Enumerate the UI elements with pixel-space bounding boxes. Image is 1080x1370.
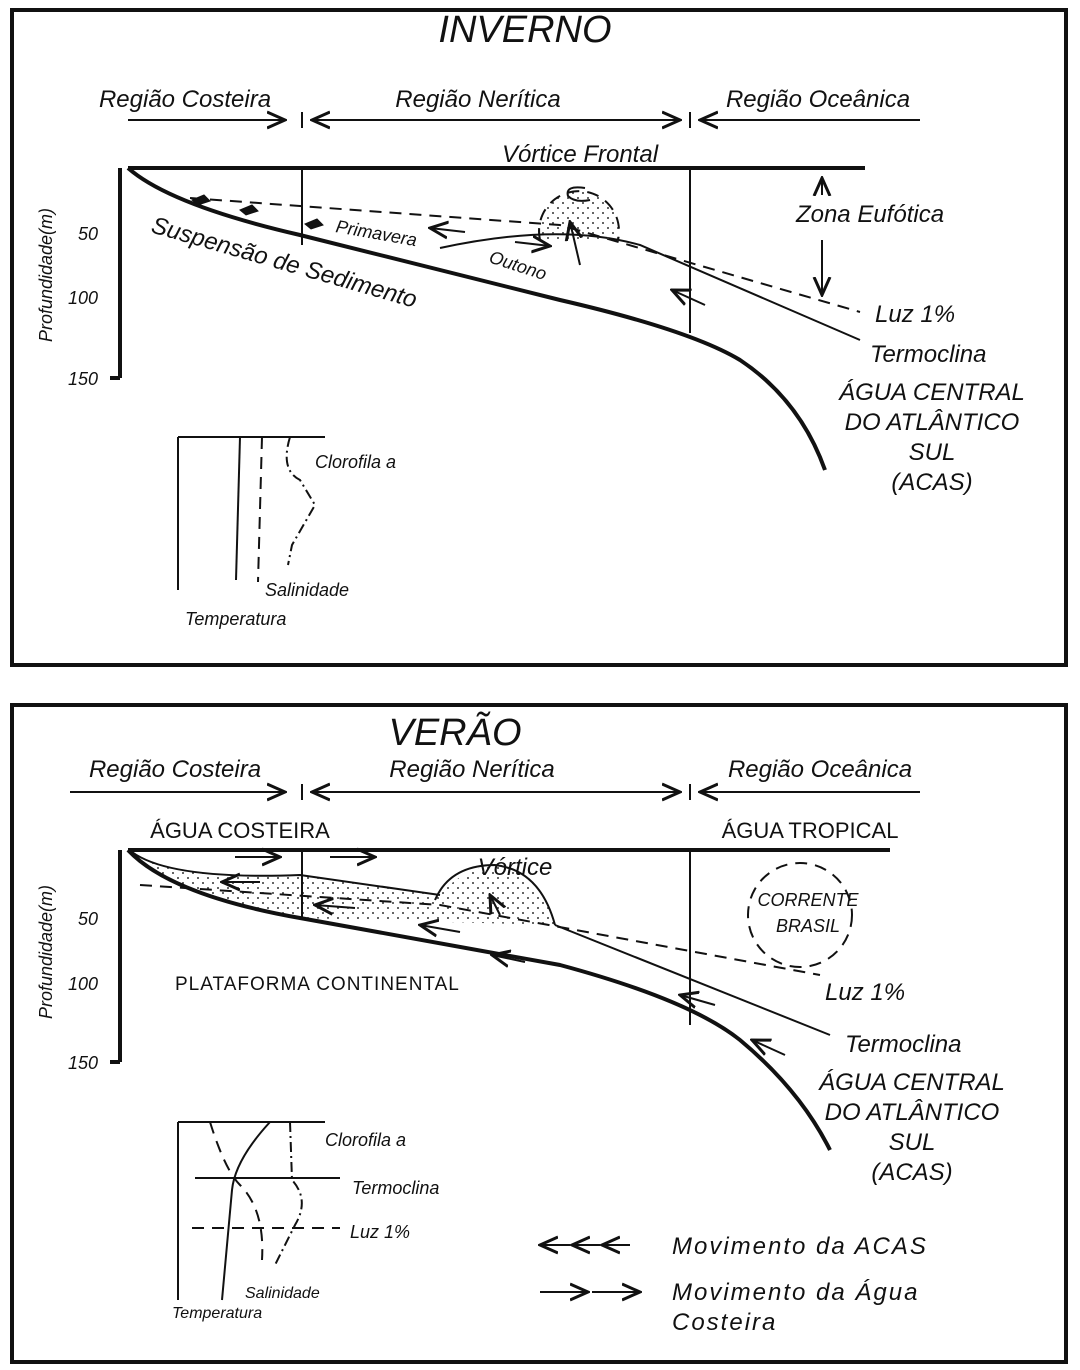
inset-label: Salinidade [245,1285,320,1302]
thermocline [555,925,830,1035]
current-label: CORRENTE [757,890,859,910]
thermocline-label: Termoclina [870,341,987,368]
panel-title: INVERNO [438,9,611,51]
water-mass-label: SUL [889,1129,936,1156]
temperature-profile [236,437,240,580]
light-label: Luz 1% [875,301,955,328]
region-label: Região Nerítica [389,756,554,783]
acas-arrow [420,925,460,932]
depth-tick-label: 150 [68,1053,98,1073]
depth-tick-label: 50 [78,224,98,244]
inset-label: Clorofila a [315,452,396,472]
seabed [128,168,825,470]
salinity-profile [258,437,262,582]
depth-tick-label: 150 [68,369,98,389]
inset-label: Temperatura [172,1305,262,1322]
depth-tick-label: 100 [68,288,98,308]
salinity-profile [210,1122,262,1260]
water-label: ÁGUA TROPICAL [722,818,899,843]
legend-label: Movimento da ACAS [672,1233,928,1260]
inset-label: Temperatura [185,609,286,629]
water-mass-label: ÁGUA CENTRAL [818,1069,1005,1096]
shelf-label: PLATAFORMA CONTINENTAL [175,974,460,995]
chlorophyll-profile [287,437,315,565]
water-mass-label: SUL [909,439,956,466]
thermocline-label: Termoclina [845,1031,962,1058]
inset-label: Termoclina [352,1178,439,1198]
light-label: Luz 1% [825,979,905,1006]
region-label: Região Oceânica [726,86,910,113]
region-label: Região Nerítica [395,86,560,113]
axis-label: Profundidade(m) [36,885,56,1019]
euphotic-label: Zona Eufótica [795,201,944,228]
water-mass-label: (ACAS) [871,1159,952,1186]
water-mass-label: DO ATLÂNTICO [845,409,1020,436]
acas-arrow [672,290,705,305]
vortex [539,191,619,240]
legend-label: Movimento da Água [672,1279,919,1306]
panel-title: VERÃO [388,711,521,754]
axis-label: Profundidade(m) [36,208,56,342]
water-label: ÁGUA COSTEIRA [150,818,330,843]
autumn-label: Outono [487,247,549,284]
acas-arrow [430,228,465,232]
inset-label: Salinidade [265,580,349,600]
region-label: Região Costeira [99,86,271,113]
depth-tick-label: 100 [68,974,98,994]
current-label: BRASIL [776,916,840,936]
temperature-profile [222,1122,270,1300]
region-label: Região Oceânica [728,756,912,783]
vortex-label: Vórtice [478,854,553,881]
water-mass-label: ÁGUA CENTRAL [838,379,1025,406]
acas-arrow [680,995,715,1005]
region-label: Região Costeira [89,756,261,783]
current-circle [748,863,852,967]
depth-tick-label: 50 [78,909,98,929]
chlorophyll-profile [275,1122,302,1265]
water-mass-label: (ACAS) [891,469,972,496]
inset-label: Clorofila a [325,1130,406,1150]
water-mass-label: DO ATLÂNTICO [825,1099,1000,1126]
figure: INVERNO Região Costeira Região Nerítica … [0,0,1080,1370]
coastal-arrow [515,242,550,246]
vortex-label: Vórtice Frontal [502,141,659,168]
inset-label: Luz 1% [350,1222,410,1242]
legend-label: Costeira [672,1309,777,1336]
